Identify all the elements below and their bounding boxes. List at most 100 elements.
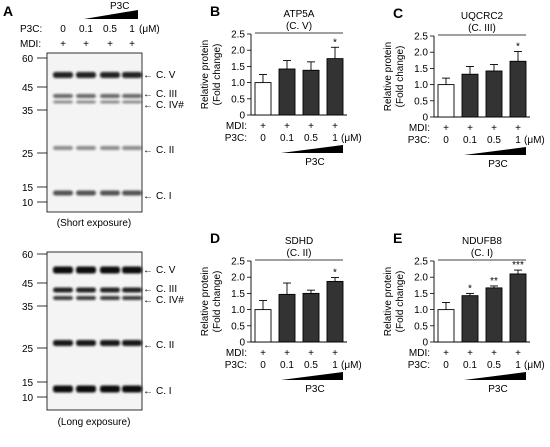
y-tick-label: 1.0 bbox=[231, 78, 245, 89]
panel-letter: E bbox=[393, 230, 402, 246]
p3c-row-label: P3C: bbox=[408, 135, 430, 146]
y-tick-label: 1.0 bbox=[231, 305, 245, 316]
blot-band bbox=[76, 100, 96, 104]
mdi-sign: + bbox=[515, 348, 521, 359]
chart-title: UQCRC2 bbox=[461, 11, 504, 22]
chart-title: ATP5A bbox=[284, 9, 315, 20]
mdi-sign: + bbox=[308, 121, 314, 132]
blot-band bbox=[76, 72, 96, 78]
y-tick-label: 0 bbox=[422, 338, 428, 349]
svg-text:←: ← bbox=[143, 89, 153, 100]
significance-marker: * bbox=[333, 268, 337, 279]
mdi-sign: + bbox=[467, 348, 473, 359]
y-tick-label: 2.5 bbox=[414, 32, 428, 43]
blot-band bbox=[76, 296, 96, 300]
band-label: C. V bbox=[156, 70, 176, 81]
p3c-row-label: P3C: bbox=[225, 360, 247, 371]
p3c-dose-label: 0 bbox=[443, 360, 449, 371]
mw-tick-label: 60 bbox=[22, 54, 34, 65]
p3c-row-label: P3C: bbox=[408, 360, 430, 371]
y-tick-label: 2.5 bbox=[231, 257, 245, 268]
bar bbox=[437, 84, 455, 118]
p3c-dose-label: 0 bbox=[260, 360, 266, 371]
mdi-sign: + bbox=[332, 121, 338, 132]
mw-tick-label: 15 bbox=[22, 378, 34, 389]
blot-band bbox=[122, 296, 142, 300]
blot-band bbox=[53, 385, 73, 393]
bar-chart-b: B ATP5A(C. V) 0 0.5 1.0 1.5 2.0 2.5 Relative pro… bbox=[200, 3, 362, 168]
band-marker-c1: ← C. I bbox=[143, 191, 172, 202]
bar-chart-e: E NDUFB8(C. I) 0 0.5 1.0 1.5 2.0 2.5 Relative pr… bbox=[383, 230, 545, 395]
p3c-dose-label: 0.5 bbox=[304, 133, 318, 144]
mdi-sign: + bbox=[60, 39, 66, 50]
y-tick-label: 2.0 bbox=[414, 48, 428, 59]
blot-band bbox=[53, 94, 73, 98]
blot-membrane bbox=[46, 52, 143, 213]
blot-band bbox=[53, 190, 73, 196]
p3c-dose-label: 0.1 bbox=[280, 133, 294, 144]
chart-title: SDHD bbox=[285, 236, 313, 247]
svg-text:←: ← bbox=[143, 340, 153, 351]
bar bbox=[302, 292, 320, 343]
p3c-dose-label: 1 bbox=[515, 135, 521, 146]
band-label: C. II bbox=[156, 145, 174, 156]
blot-band bbox=[122, 385, 142, 393]
bar bbox=[254, 82, 272, 116]
blot-band bbox=[53, 296, 73, 300]
dose-unit: (μM) bbox=[524, 360, 545, 371]
y-tick-label: 2.0 bbox=[231, 273, 245, 284]
mdi-row-label: MDI: bbox=[20, 39, 41, 50]
mdi-sign: + bbox=[260, 121, 266, 132]
mw-tick-label: 35 bbox=[22, 302, 34, 313]
blot-band bbox=[100, 100, 120, 104]
mdi-sign: + bbox=[491, 123, 497, 134]
mdi-row-label: MDI: bbox=[409, 123, 430, 134]
dose-label: 0.5 bbox=[103, 24, 117, 35]
blot-band bbox=[122, 287, 142, 293]
exposure-caption: (Short exposure) bbox=[57, 218, 131, 229]
band-marker-c5: ← C. V bbox=[143, 265, 176, 276]
bar bbox=[326, 280, 344, 343]
mdi-row-label: MDI: bbox=[409, 348, 430, 359]
y-axis-label: Relative protein bbox=[383, 42, 394, 111]
mdi-sign: + bbox=[443, 348, 449, 359]
blot-band bbox=[100, 385, 120, 393]
mdi-sign: + bbox=[308, 348, 314, 359]
group-label: P3C bbox=[488, 384, 507, 395]
p3c-dose-label: 1 bbox=[515, 360, 521, 371]
mw-tick-label: 35 bbox=[22, 106, 34, 117]
p3c-dose-label: 0.5 bbox=[487, 360, 501, 371]
y-tick-label: 0.5 bbox=[414, 96, 428, 107]
p3c-dose-wedge bbox=[281, 372, 343, 380]
blot-band bbox=[53, 100, 73, 104]
bar-chart-panels: B ATP5A(C. V) 0 0.5 1.0 1.5 2.0 2.5 Relative pro… bbox=[200, 3, 545, 395]
band-label: C. II bbox=[156, 340, 174, 351]
mw-tick-label: 10 bbox=[22, 393, 34, 404]
chart-subtitle: (C. II) bbox=[287, 248, 312, 259]
blot-band bbox=[100, 340, 120, 346]
band-group bbox=[53, 72, 142, 196]
y-tick-label: 0 bbox=[239, 338, 245, 349]
blot-band bbox=[122, 94, 142, 98]
bar bbox=[302, 69, 320, 116]
blot-band bbox=[122, 146, 142, 150]
blot-band bbox=[53, 146, 73, 150]
blot-band bbox=[53, 266, 73, 274]
y-axis-label: (Fold change) bbox=[212, 271, 223, 333]
y-axis-label: Relative protein bbox=[200, 267, 211, 336]
band-marker-c5: ← C. V bbox=[143, 70, 176, 81]
mw-tick-label: 25 bbox=[22, 149, 34, 160]
mw-tick-label: 15 bbox=[22, 183, 34, 194]
bar bbox=[485, 287, 503, 343]
significance-marker: * bbox=[468, 283, 472, 294]
p3c-dose-wedge bbox=[464, 372, 526, 380]
blot-long-exposure: 60 45 35 25 15 10 ← C. V ← C. III ← C. I… bbox=[22, 250, 184, 428]
blot-band bbox=[53, 287, 73, 293]
band-marker-c4: ← C. IV# bbox=[143, 295, 184, 306]
y-tick-label: 1.5 bbox=[231, 289, 245, 300]
p3c-dose-label: 0.5 bbox=[487, 135, 501, 146]
p3c-row-label: P3C: bbox=[225, 133, 247, 144]
mdi-sign: + bbox=[83, 39, 89, 50]
y-tick-label: 0.5 bbox=[231, 321, 245, 332]
p3c-dose-label: 1 bbox=[332, 360, 338, 371]
